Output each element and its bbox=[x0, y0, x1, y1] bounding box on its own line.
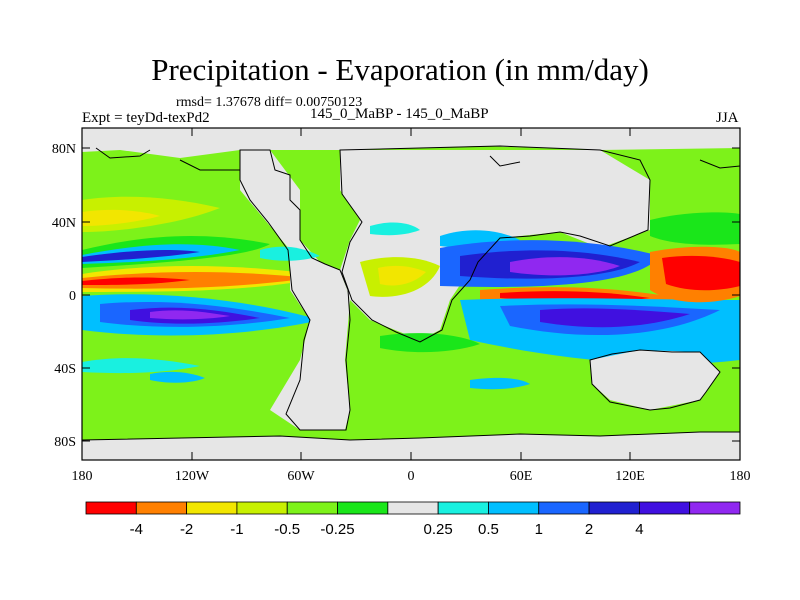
lat-label-40s: 40S bbox=[54, 362, 76, 377]
lat-label-0: 0 bbox=[69, 289, 76, 304]
lon-tick-marks bbox=[81, 128, 741, 460]
southern-patch-2 bbox=[150, 371, 205, 383]
southern-patch-1 bbox=[82, 358, 200, 374]
colorbar-box-4 bbox=[286, 501, 338, 515]
south-indian-patch bbox=[470, 377, 530, 390]
colorbar-box-12 bbox=[689, 501, 741, 515]
south-atlantic-green bbox=[380, 333, 480, 353]
eurasia-africa-coast bbox=[339, 145, 651, 343]
atlantic-patch bbox=[260, 246, 320, 261]
colorbar-label-9: 4 bbox=[635, 521, 643, 538]
coastlines bbox=[81, 145, 741, 441]
americas-mask bbox=[240, 150, 350, 430]
colorbar-box-2 bbox=[186, 501, 238, 515]
lon-label-180e: 180 bbox=[730, 469, 751, 484]
colorbar-label-7: 1 bbox=[535, 521, 543, 538]
colorbar-box-3 bbox=[236, 501, 288, 515]
north-pacific-yellow bbox=[82, 209, 160, 226]
colorbar-box-1 bbox=[135, 501, 188, 515]
pacific-band-n-dark bbox=[82, 249, 200, 262]
lon-label-180w: 180 bbox=[72, 469, 93, 484]
colorbar-box-9 bbox=[538, 501, 590, 515]
lon-label-60w: 60W bbox=[287, 469, 315, 484]
americas-coast bbox=[239, 149, 351, 431]
colorbar-label-0: -4 bbox=[130, 521, 143, 538]
colorbar-label-4: -0.25 bbox=[320, 521, 354, 538]
plot-title: Precipitation - Evaporation (in mm/day) bbox=[151, 52, 649, 87]
south-pacific-band-core bbox=[150, 310, 230, 320]
experiment-label: Expt = teyDd-texPd2 bbox=[82, 110, 210, 126]
period-label: 145_0_MaBP - 145_0_MaBP bbox=[310, 106, 489, 122]
colorbar-label-6: 0.5 bbox=[478, 521, 499, 538]
map-field bbox=[82, 128, 740, 460]
colorbar-label-1: -2 bbox=[180, 521, 193, 538]
lon-label-60e: 60E bbox=[510, 469, 533, 484]
lat-label-80n: 80N bbox=[52, 142, 76, 157]
colorbar-label-8: 2 bbox=[585, 521, 593, 538]
arctic-mask bbox=[82, 128, 740, 158]
colorbar-box-8 bbox=[488, 501, 540, 515]
lat-tick-marks bbox=[82, 147, 740, 442]
colorbar: -4 -2 -1 -0.5 -0.25 0.25 0.5 1 2 4 bbox=[85, 501, 741, 538]
colorbar-box-5 bbox=[337, 501, 389, 515]
colorbar-box-0 bbox=[85, 501, 137, 515]
equatorial-dry-orange bbox=[82, 272, 310, 289]
lon-labels: 180 120W 60W 0 60E 120E 180 bbox=[72, 469, 751, 484]
colorbar-box-10 bbox=[588, 501, 640, 515]
colorbar-box-7 bbox=[437, 501, 489, 515]
antarctica-mask bbox=[82, 432, 740, 460]
arctic-coast bbox=[95, 147, 741, 171]
antarctica-coast bbox=[81, 431, 740, 441]
stats-label: rmsd= 1.37678 diff= 0.00750123 bbox=[176, 95, 363, 110]
africa-yellow bbox=[378, 265, 426, 286]
lon-label-120w: 120W bbox=[175, 469, 210, 484]
lat-labels: 80N 40N 0 40S 80S bbox=[52, 142, 76, 450]
lon-label-0: 0 bbox=[408, 469, 415, 484]
colorbar-label-3: -0.5 bbox=[274, 521, 300, 538]
west-pacific-dry-core bbox=[662, 255, 740, 291]
colorbar-label-2: -1 bbox=[230, 521, 243, 538]
colorbar-box-6 bbox=[387, 501, 439, 515]
australia-mask bbox=[590, 350, 720, 410]
europe-patch-cyan bbox=[370, 222, 420, 236]
north-pacific-east-green bbox=[650, 212, 740, 245]
lat-label-80s: 80S bbox=[54, 435, 76, 450]
eurasia-africa-mask bbox=[340, 150, 650, 340]
australia-coast bbox=[589, 349, 721, 411]
tethys-band-core bbox=[510, 257, 620, 276]
colorbar-label-5: 0.25 bbox=[424, 521, 453, 538]
equatorial-dry-red bbox=[82, 277, 190, 285]
lon-label-120e: 120E bbox=[615, 469, 645, 484]
colorbar-box-11 bbox=[638, 501, 691, 515]
lat-label-40n: 40N bbox=[52, 216, 76, 231]
season-label: JJA bbox=[716, 110, 739, 126]
south-indian-band-dark bbox=[540, 308, 690, 328]
